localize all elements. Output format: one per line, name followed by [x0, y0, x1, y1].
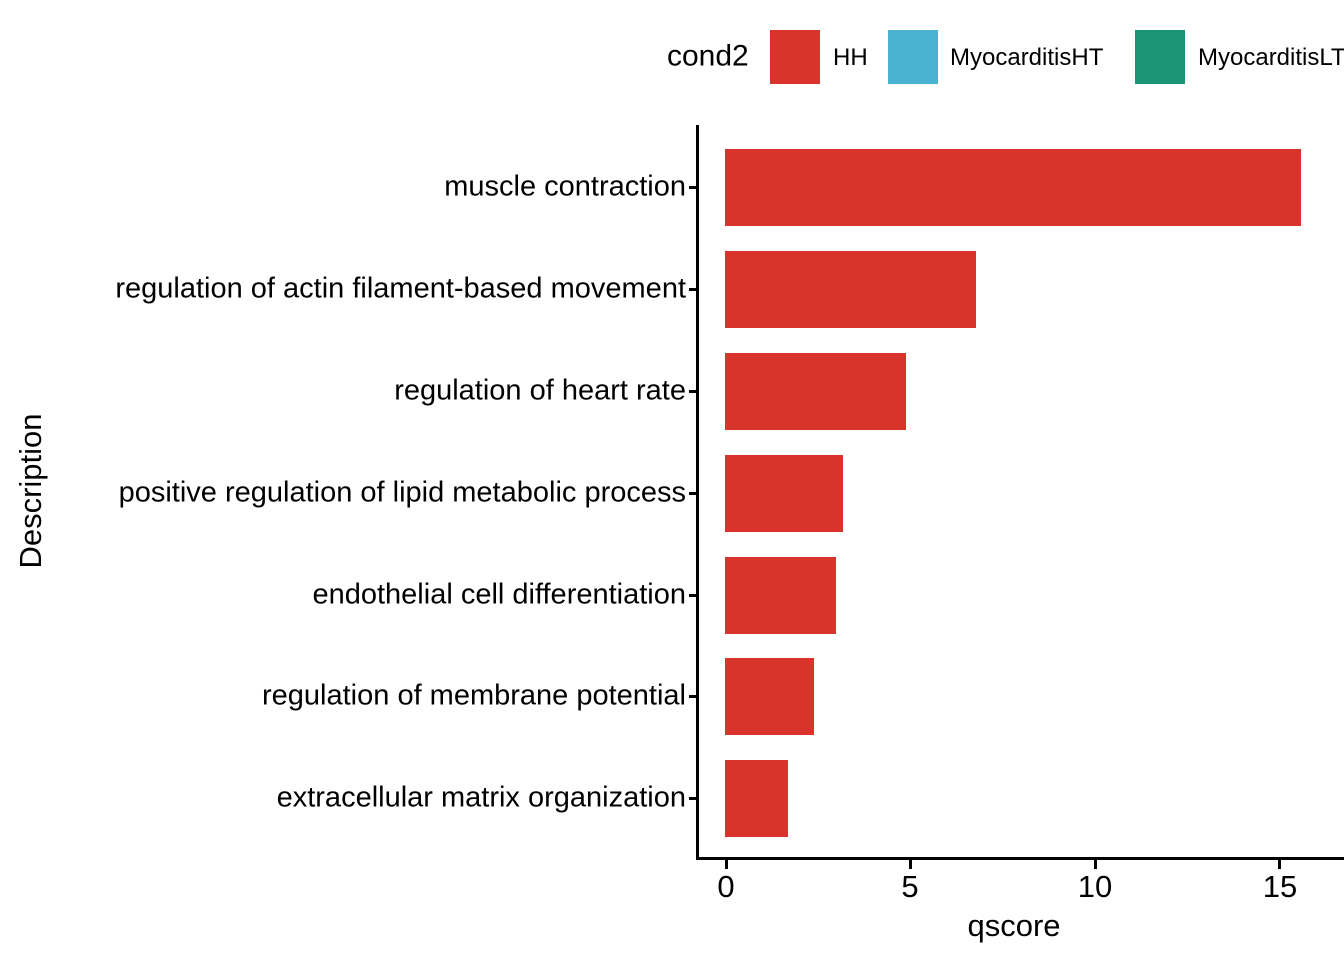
y-tick-label: endothelial cell differentiation: [312, 578, 686, 611]
y-tick-label: positive regulation of lipid metabolic p…: [118, 476, 686, 509]
y-tick-mark: [689, 389, 698, 393]
legend-label-myocarditislt: MyocarditisLT: [1198, 44, 1344, 71]
legend-key-myocarditislt: [1135, 30, 1185, 84]
y-axis-title: Description: [13, 413, 48, 569]
legend-key-hh: [770, 30, 820, 84]
x-axis-title: qscore: [967, 908, 1061, 943]
y-tick-label: muscle contraction: [444, 170, 686, 203]
x-tick-label: 5: [901, 869, 919, 904]
bar-endothelial-differentiation: [725, 556, 836, 634]
y-tick-mark: [689, 796, 698, 800]
y-tick-label: extracellular matrix organization: [276, 781, 686, 814]
x-axis-line: [696, 857, 1344, 860]
y-tick-mark: [689, 491, 698, 495]
bar-regulation-heart-rate: [725, 352, 906, 430]
x-tick-mark: [1278, 860, 1281, 869]
x-tick-mark: [724, 860, 728, 869]
y-tick-label: regulation of membrane potential: [262, 679, 686, 712]
legend-label-myocarditisht: MyocarditisHT: [950, 44, 1104, 71]
bar-membrane-potential: [725, 657, 814, 735]
y-tick-label: regulation of heart rate: [394, 374, 686, 407]
bar-extracellular-matrix: [725, 759, 788, 837]
y-tick-mark: [689, 185, 698, 189]
x-tick-mark: [909, 860, 912, 869]
y-tick-mark: [689, 694, 698, 698]
x-tick-label: 0: [717, 869, 735, 904]
legend-key-myocarditisht: [888, 30, 938, 84]
x-tick-label: 15: [1262, 869, 1298, 904]
x-tick-label: 10: [1077, 869, 1113, 904]
legend-title: cond2: [667, 39, 749, 73]
bar-lipid-metabolic-process: [725, 454, 844, 532]
y-tick-label: regulation of actin filament-based movem…: [115, 272, 686, 305]
bar-muscle-contraction: [725, 148, 1301, 226]
bar-regulation-actin-movement: [725, 250, 976, 328]
x-tick-mark: [1093, 860, 1097, 869]
legend-label-hh: HH: [833, 44, 868, 71]
y-tick-mark: [689, 287, 698, 291]
y-tick-mark: [689, 593, 698, 597]
